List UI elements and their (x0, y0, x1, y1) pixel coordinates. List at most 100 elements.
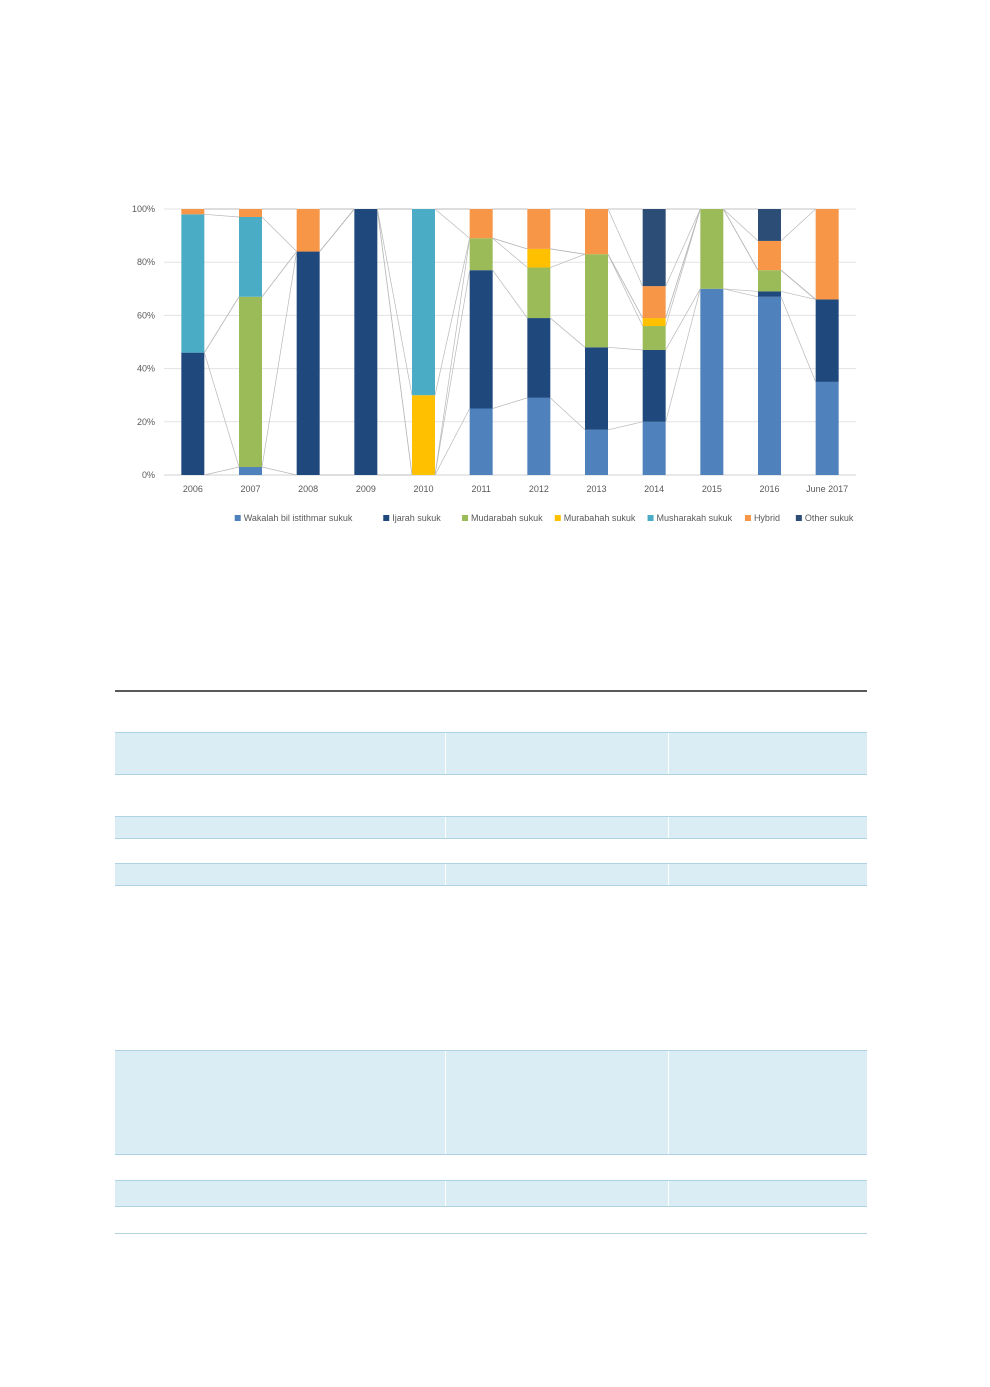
series-connector (723, 208, 759, 242)
series-connector (492, 237, 528, 250)
x-tick-label: 2010 (413, 484, 433, 494)
bar-segment (412, 395, 435, 475)
x-tick-label: 2007 (240, 484, 260, 494)
bar-segment (585, 209, 608, 255)
bar-segment (181, 214, 205, 353)
bar-segment (642, 326, 666, 350)
series-connector (261, 251, 297, 297)
y-tick-label: 100% (132, 204, 155, 214)
legend-label: Ijarah sukuk (392, 513, 441, 523)
series-connector (204, 466, 240, 476)
bar-segment (758, 240, 781, 271)
x-tick-label: 2011 (471, 484, 490, 494)
legend-label: Murabahah sukuk (564, 513, 636, 523)
series-connector (203, 352, 240, 468)
x-tick-label: 2009 (356, 484, 376, 494)
series-connector (607, 346, 643, 351)
y-tick-label: 40% (137, 364, 155, 374)
bar-segment (239, 296, 262, 468)
series-connector (376, 208, 413, 476)
series-connector (665, 288, 701, 422)
legend-swatch (795, 515, 802, 521)
series-connector (492, 269, 528, 319)
chart-gridlines (164, 208, 856, 476)
table-row (115, 816, 867, 838)
series-connector (550, 397, 586, 431)
bar-segment (296, 251, 320, 475)
series-connector (780, 296, 816, 383)
bar-segment (296, 209, 320, 252)
y-tick-label: 20% (137, 417, 155, 427)
legend-label: Other sukuk (805, 513, 854, 523)
table-row (115, 1050, 867, 1154)
bar-segment (239, 209, 262, 217)
chart-bars (181, 209, 839, 475)
x-tick-label: 2015 (702, 484, 722, 494)
x-tick-label: 2016 (759, 484, 779, 494)
bar-segment (181, 209, 205, 215)
series-connector (723, 288, 759, 292)
bar-segment (527, 397, 551, 475)
bar-segment (181, 352, 205, 475)
bar-segment (815, 299, 839, 382)
bar-segment (469, 209, 493, 239)
bar-segment (469, 238, 493, 271)
x-axis-ticks: 2006 2007 2008 2009 2010 2011 2012 2013 2014 2015… (183, 484, 848, 494)
series-connector (780, 269, 816, 300)
x-tick-label: 2006 (183, 484, 203, 494)
series-connector (492, 237, 528, 268)
series-connector-lines (203, 208, 816, 476)
bar-segment (700, 209, 724, 289)
series-connector (607, 254, 643, 319)
table-row (115, 863, 867, 885)
bar-segment (642, 209, 666, 287)
bar-segment (642, 421, 666, 475)
x-tick-label: 2013 (586, 484, 606, 494)
legend-swatch (234, 515, 241, 521)
series-connector (261, 251, 298, 468)
series-connector (665, 208, 701, 287)
bar-segment (239, 467, 262, 475)
sukuk-structure-chart: 0%20%40%60%80%100% 2006 2007 2008 2009 2010 2… (132, 204, 856, 523)
series-connector (723, 288, 759, 298)
y-tick-label: 80% (137, 257, 155, 267)
bar-segment (585, 429, 608, 475)
series-connector (780, 291, 816, 300)
legend-swatch (383, 515, 390, 521)
series-connector (550, 317, 586, 348)
legend-label: Musharakah sukuk (657, 513, 733, 523)
y-tick-label: 60% (137, 310, 155, 320)
legend-swatch (462, 515, 469, 521)
bar-segment (758, 291, 781, 297)
table-row (115, 1180, 867, 1206)
legend-swatch (647, 515, 654, 521)
series-connector (204, 213, 240, 218)
series-connector (434, 270, 471, 476)
series-connector (434, 408, 470, 476)
series-connector (434, 238, 471, 476)
bar-segment (758, 296, 781, 475)
legend-label: Hybrid (754, 513, 780, 523)
series-connector (261, 466, 297, 476)
bar-segment (527, 267, 551, 319)
y-axis-ticks: 0% 20% 40% 60% 80% 100% (132, 204, 155, 480)
table-top-rule (115, 690, 867, 692)
x-tick-label: 2012 (529, 484, 549, 494)
series-connector (550, 253, 586, 268)
series-connector (434, 208, 470, 239)
bar-segment (815, 209, 839, 300)
series-connector (607, 254, 643, 327)
bar-segment (239, 216, 262, 297)
series-connector (434, 238, 471, 396)
series-connector (607, 208, 643, 287)
series-connector (607, 421, 643, 431)
bar-segment (815, 381, 839, 475)
legend-label: Mudarabah sukuk (471, 513, 543, 523)
bar-segment (527, 209, 551, 249)
legend-label: Wakalah bil istithmar sukuk (244, 513, 353, 523)
legend-swatch (744, 515, 751, 521)
bar-segment (700, 288, 724, 475)
series-connector (550, 248, 586, 255)
bar-segment (642, 318, 666, 327)
series-connector (204, 296, 240, 353)
